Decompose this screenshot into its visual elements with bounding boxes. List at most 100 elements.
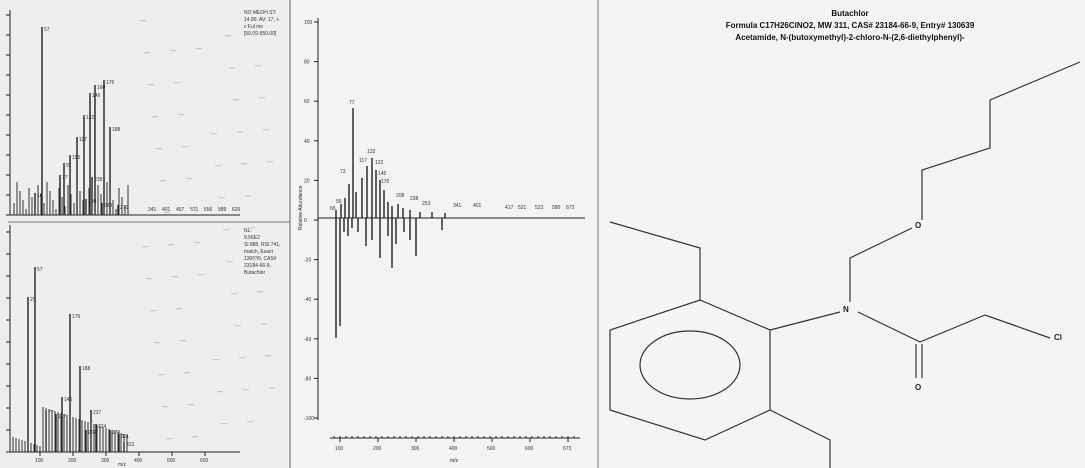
left-bottom-peak-label: 29 bbox=[30, 297, 36, 303]
left-bottom-peak-label: 188 bbox=[82, 366, 91, 372]
mid-ylabel: Relative Abundance bbox=[298, 185, 304, 230]
mid-ytick-label: -100 bbox=[304, 416, 314, 422]
mid-yticks: 100 80 60 40 20 0 -20 -40 -60 -80 -100 bbox=[304, 20, 318, 422]
left-top-info-line: c Ful ms bbox=[244, 24, 263, 30]
butyl-chain bbox=[921, 61, 1081, 220]
left-bottom-peak-label: 279 bbox=[112, 430, 121, 436]
left-bottom-xtick-label: 400 bbox=[134, 458, 143, 464]
left-top-peak-label: 160 bbox=[97, 85, 106, 91]
scan-noise bbox=[178, 114, 184, 116]
left-top-peak-label: 238 bbox=[94, 177, 103, 183]
mid-ytick-label: -40 bbox=[304, 297, 311, 303]
left-bottom-peak-label: 176 bbox=[72, 314, 81, 320]
scan-noise bbox=[156, 148, 162, 150]
left-top-xtick-label: 341 bbox=[148, 207, 157, 213]
left-bottom-peak-label: 313 bbox=[126, 442, 135, 448]
left-bottom-xticks: 100 200 300 400 500 600 bbox=[35, 452, 209, 464]
left-top-peak-label: 57 bbox=[44, 27, 50, 33]
mid-peak-label: 208 bbox=[396, 193, 405, 199]
left-bottom-info-line: 23184-66-9, bbox=[244, 263, 271, 269]
scan-noise bbox=[259, 97, 265, 99]
mid-ytick-label: 40 bbox=[304, 139, 310, 145]
left-bottom-xtick-label: 600 bbox=[200, 458, 209, 464]
scan-noise bbox=[162, 406, 168, 408]
left-bottom-info-line: Butachlor bbox=[244, 270, 265, 276]
atom-o-ether: O bbox=[915, 221, 921, 230]
scan-noise bbox=[198, 274, 204, 276]
scan-noise bbox=[267, 161, 273, 163]
scan-noise bbox=[217, 391, 223, 393]
mid-peak-label: 523 bbox=[535, 205, 544, 211]
scan-noise bbox=[265, 355, 271, 357]
scan-noise bbox=[176, 308, 182, 310]
left-bottom-peak-label: 311 bbox=[121, 434, 129, 440]
left-bottom-info-line: NL: bbox=[244, 228, 252, 234]
scan-noise bbox=[164, 212, 170, 214]
scan-noise bbox=[235, 325, 241, 327]
scan-noise bbox=[160, 180, 166, 182]
left-bottom-info-line: Sl 888, RSI 741, bbox=[244, 242, 280, 248]
scan-noise bbox=[140, 20, 146, 22]
mid-xticks: 100 200 300 400 500 600 673 bbox=[333, 436, 575, 452]
scan-noise bbox=[146, 278, 152, 280]
scan-noise bbox=[188, 404, 194, 406]
left-noise bbox=[140, 20, 275, 440]
mid-ytick-label: 60 bbox=[304, 99, 310, 105]
scan-noise bbox=[225, 35, 231, 37]
left-top-xtick-label: 589 bbox=[218, 207, 227, 213]
scan-noise bbox=[221, 423, 227, 425]
scan-noise bbox=[223, 229, 229, 231]
left-top-peaks: 5777911051171321461601761882382202492791… bbox=[13, 27, 129, 215]
left-bottom-peak-label: 202 bbox=[88, 430, 97, 436]
ethyl-top bbox=[609, 221, 701, 300]
mid-peak-label: 133 bbox=[367, 149, 376, 155]
mid-peak-label: 73 bbox=[340, 169, 346, 175]
left-top-peak-label: 279 bbox=[120, 205, 129, 211]
scan-noise bbox=[213, 359, 219, 361]
scan-noise bbox=[182, 146, 188, 148]
left-top-xtick-label: 401 bbox=[162, 207, 171, 213]
mid-peak-label: 673 bbox=[566, 205, 575, 211]
mid-ytick-label: 0 bbox=[304, 218, 307, 224]
left-bottom-xtick-label: 500 bbox=[167, 458, 176, 464]
scan-noise bbox=[215, 165, 221, 167]
scan-noise bbox=[166, 438, 172, 440]
left-bottom-xtick-label: 100 bbox=[35, 458, 44, 464]
acyl-chain bbox=[857, 311, 1051, 343]
mid-xtick-label: 100 bbox=[335, 446, 344, 452]
left-bottom-peak-label: 117 bbox=[58, 414, 66, 420]
mid-peak-label: 401 bbox=[473, 203, 482, 209]
mid-peak-label: 55 bbox=[336, 199, 342, 205]
left-top-peak-label: 249 bbox=[104, 203, 113, 209]
mid-xtick-label: 500 bbox=[487, 446, 496, 452]
scan-noise bbox=[227, 261, 233, 263]
ether-ch2-bond bbox=[849, 227, 913, 302]
mid-xtick-label: 400 bbox=[449, 446, 458, 452]
atom-n: N bbox=[843, 305, 849, 314]
mid-peak-label: 238 bbox=[410, 196, 419, 202]
left-top-info: NO MEOH ST:14.86: AV: 17, + c Ful ms[50.… bbox=[244, 10, 279, 37]
n-ring-bond bbox=[769, 311, 841, 331]
mid-ytick-label: 100 bbox=[304, 20, 313, 26]
left-panel: 5777911051171321461601761882382202492791… bbox=[0, 0, 291, 468]
left-bottom-peak-label: 224 bbox=[98, 424, 107, 430]
mid-xtick-label: 300 bbox=[411, 446, 420, 452]
left-xaxis-label: m/z bbox=[118, 462, 127, 468]
scan-noise bbox=[237, 131, 243, 133]
left-top-info-line: [50.00-550.00] bbox=[244, 31, 277, 37]
left-top-info-line: 14.86: AV: 17, + bbox=[244, 17, 279, 23]
mid-peak-label: 117 bbox=[359, 158, 367, 164]
scan-noise bbox=[229, 67, 235, 69]
mid-peak-label: 145 bbox=[378, 171, 387, 177]
compound-formula-line: Formula C17H26ClNO2, MW 311, CAS# 23184-… bbox=[726, 21, 975, 30]
left-top-info-line: NO MEOH ST: bbox=[244, 10, 277, 16]
mid-peaks bbox=[335, 108, 446, 338]
scan-noise bbox=[196, 48, 202, 50]
scan-noise bbox=[231, 293, 237, 295]
scan-noise bbox=[170, 50, 176, 52]
mid-peak-label: 580 bbox=[552, 205, 561, 211]
aromatic-circle bbox=[639, 330, 741, 400]
compound-title: Butachlor bbox=[831, 9, 868, 18]
